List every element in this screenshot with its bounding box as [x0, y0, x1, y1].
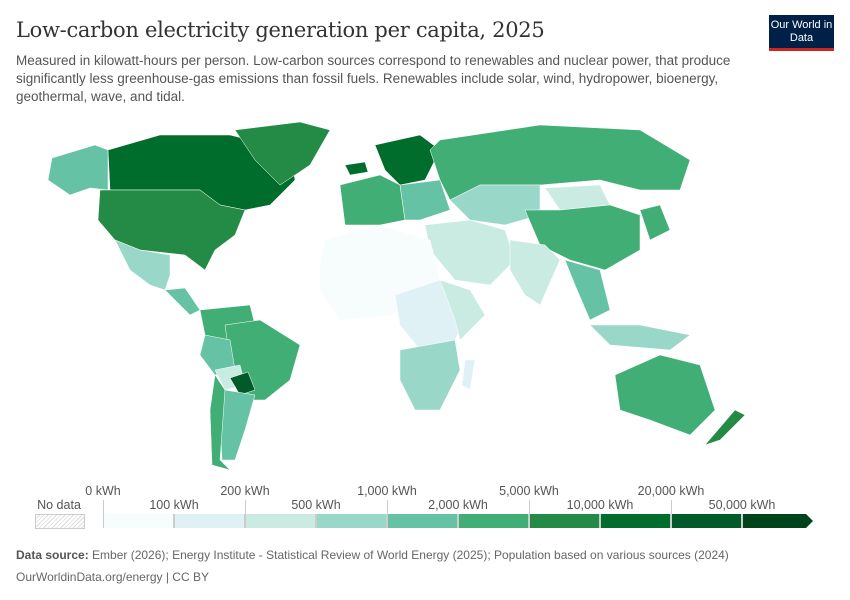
- legend-bin[interactable]: [600, 514, 671, 528]
- region-east-africa[interactable]: [439, 279, 486, 341]
- region-chile[interactable]: [209, 374, 231, 471]
- world-map[interactable]: [0, 110, 850, 480]
- legend-tick: [245, 500, 246, 528]
- legend-tick: [103, 500, 104, 528]
- region-scandinavia[interactable]: [374, 134, 441, 186]
- region-new-zealand[interactable]: [704, 409, 746, 446]
- source-url[interactable]: OurWorldinData.org/energy | CC BY: [16, 570, 209, 584]
- region-usa[interactable]: [97, 189, 246, 271]
- source-text: Ember (2026); Energy Institute - Statist…: [88, 548, 729, 562]
- legend-bin[interactable]: [458, 514, 529, 528]
- region-southeast-asia[interactable]: [564, 259, 611, 321]
- legend-bin[interactable]: [174, 514, 245, 528]
- legend-label: 10,000 kWh: [566, 498, 634, 512]
- legend-label: 0 kWh: [85, 484, 121, 498]
- legend-no-data-swatch[interactable]: [35, 514, 85, 529]
- legend-tick: [529, 500, 530, 528]
- region-russia[interactable]: [429, 124, 691, 201]
- region-north-africa[interactable]: [319, 224, 441, 296]
- region-india[interactable]: [509, 239, 561, 306]
- legend-label: 200 kWh: [220, 484, 270, 498]
- legend-bin[interactable]: [103, 514, 174, 528]
- chart-title: Low-carbon electricity generation per ca…: [16, 18, 545, 42]
- legend-bin[interactable]: [529, 514, 600, 528]
- legend-label: 100 kWh: [149, 498, 199, 512]
- region-australia[interactable]: [614, 354, 716, 436]
- legend-label: 500 kWh: [291, 498, 341, 512]
- legend-label: 50,000 kWh: [708, 498, 776, 512]
- legend-label: 5,000 kWh: [499, 484, 559, 498]
- region-japan-korea[interactable]: [639, 204, 671, 241]
- legend-label: 20,000 kWh: [637, 484, 705, 498]
- region-paraguay[interactable]: [229, 371, 256, 396]
- legend-tick: [174, 514, 175, 528]
- legend-color-bins: [103, 514, 813, 528]
- region-alaska[interactable]: [47, 144, 109, 196]
- region-argentina[interactable]: [219, 389, 256, 461]
- legend-tick: [600, 514, 601, 528]
- region-greenland[interactable]: [234, 121, 331, 186]
- legend-bin[interactable]: [245, 514, 316, 528]
- legend-no-data-label: No data: [37, 498, 81, 512]
- region-iceland[interactable]: [344, 161, 369, 176]
- region-madagascar[interactable]: [461, 359, 476, 391]
- region-southern-africa[interactable]: [399, 339, 461, 411]
- region-western-europe[interactable]: [339, 174, 406, 226]
- region-eastern-europe[interactable]: [399, 179, 451, 221]
- legend-tick: [671, 500, 672, 528]
- region-central-america[interactable]: [164, 287, 201, 316]
- legend-label: 2,000 kWh: [428, 498, 488, 512]
- legend-bin[interactable]: [387, 514, 458, 528]
- region-mexico[interactable]: [114, 239, 171, 291]
- legend-tick: [458, 514, 459, 528]
- region-indonesia[interactable]: [589, 324, 691, 351]
- owid-logo[interactable]: Our World in Data: [769, 15, 834, 51]
- chart-subtitle: Measured in kilowatt-hours per person. L…: [16, 53, 731, 104]
- legend-bin[interactable]: [742, 514, 806, 528]
- legend-tick: [316, 514, 317, 528]
- legend-tick: [387, 500, 388, 528]
- region-middle-east[interactable]: [424, 219, 516, 286]
- legend-arrow: [806, 514, 813, 528]
- source-label: Data source:: [16, 548, 89, 562]
- legend-bin[interactable]: [671, 514, 742, 528]
- legend-bin[interactable]: [316, 514, 387, 528]
- data-source: Data source: Ember (2026); Energy Instit…: [16, 548, 729, 562]
- legend-label: 1,000 kWh: [357, 484, 417, 498]
- region-west-africa[interactable]: [319, 264, 401, 321]
- legend-tick: [742, 514, 743, 528]
